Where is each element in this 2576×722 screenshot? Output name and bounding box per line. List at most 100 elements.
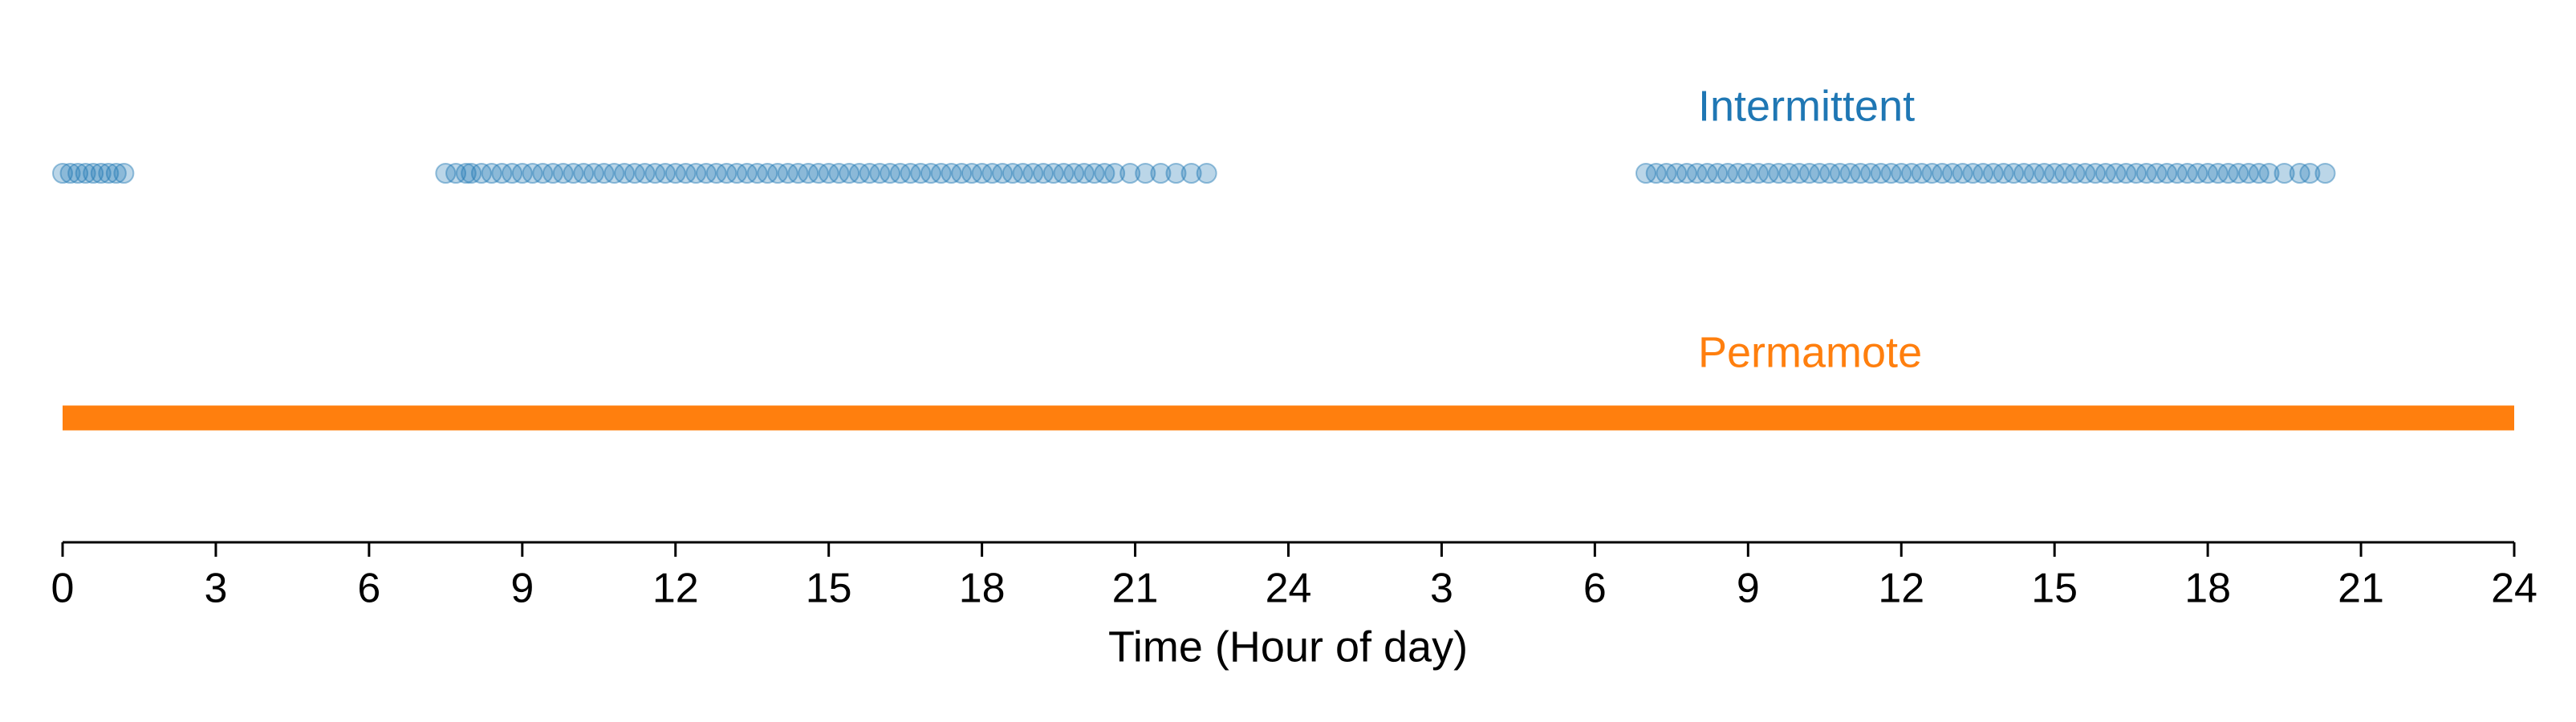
point [2115, 163, 2137, 184]
point [59, 163, 81, 184]
point [910, 163, 932, 184]
point [2135, 163, 2157, 184]
point [818, 163, 839, 184]
point [746, 163, 768, 184]
legend-label: Intermittent [1698, 82, 1915, 130]
point [1727, 163, 1749, 184]
point [532, 163, 554, 184]
point [1717, 163, 1738, 184]
point [869, 163, 891, 184]
point [67, 163, 89, 184]
point [1850, 163, 1871, 184]
point [971, 163, 993, 184]
point [52, 163, 73, 184]
x-tick-label: 21 [1112, 566, 1159, 612]
point [614, 163, 636, 184]
point [920, 163, 941, 184]
x-tick-label: 0 [51, 566, 75, 612]
point [2095, 163, 2116, 184]
point [2054, 163, 2075, 184]
point [1921, 163, 1943, 184]
point [2034, 163, 2055, 184]
point [1666, 163, 1688, 184]
point [777, 163, 798, 184]
point [992, 163, 1014, 184]
point [2044, 163, 2066, 184]
point [848, 163, 870, 184]
point [1900, 163, 1922, 184]
point [2023, 163, 2045, 184]
point [767, 163, 789, 184]
point [716, 163, 737, 184]
point [1073, 163, 1095, 184]
point [1053, 163, 1075, 184]
point [2273, 163, 2295, 184]
point [1891, 163, 1912, 184]
x-tick-label: 15 [806, 566, 852, 612]
point [1757, 163, 1779, 184]
point [1829, 163, 1851, 184]
point [603, 163, 625, 184]
point [1094, 163, 1115, 184]
x-tick-label: 9 [1737, 566, 1760, 612]
point [1962, 163, 1984, 184]
point [634, 163, 656, 184]
point [1870, 163, 1891, 184]
point [951, 163, 973, 184]
point [522, 163, 543, 184]
point [889, 163, 911, 184]
x-tick-label: 6 [1583, 566, 1607, 612]
point [2126, 163, 2147, 184]
point [461, 163, 482, 184]
point [1911, 163, 1932, 184]
point [961, 163, 982, 184]
point [1973, 163, 1994, 184]
point [511, 163, 533, 184]
point [1768, 163, 1790, 184]
point [1656, 163, 1677, 184]
point [2013, 163, 2034, 184]
point [757, 163, 778, 184]
point [2105, 163, 2127, 184]
point [2197, 163, 2219, 184]
point [455, 163, 477, 184]
point [502, 163, 523, 184]
point [1982, 163, 2004, 184]
point [1119, 163, 1141, 184]
point [705, 163, 727, 184]
point [1798, 163, 1820, 184]
x-tick-label: 9 [510, 566, 534, 612]
point [2299, 163, 2321, 184]
point [2258, 163, 2280, 184]
point [1809, 163, 1830, 184]
point [1083, 163, 1105, 184]
point [1788, 163, 1810, 184]
point [563, 163, 584, 184]
point [2146, 163, 2168, 184]
point [1180, 163, 1202, 184]
point [1819, 163, 1841, 184]
point [1686, 163, 1708, 184]
x-tick-label: 24 [2491, 566, 2537, 612]
point [1748, 163, 1769, 184]
point [726, 163, 748, 184]
x-tick-label: 3 [204, 566, 227, 612]
point [664, 163, 686, 184]
point [98, 163, 120, 184]
point [1135, 163, 1156, 184]
point [481, 163, 502, 184]
x-tick-label: 15 [2031, 566, 2078, 612]
point [1952, 163, 1973, 184]
point [2314, 163, 2336, 184]
point [900, 163, 921, 184]
point [2217, 163, 2239, 184]
point [1839, 163, 1861, 184]
point [583, 163, 604, 184]
point [880, 163, 901, 184]
point [1941, 163, 1963, 184]
point [839, 163, 860, 184]
point [655, 163, 677, 184]
point [1033, 163, 1054, 184]
point [859, 163, 880, 184]
